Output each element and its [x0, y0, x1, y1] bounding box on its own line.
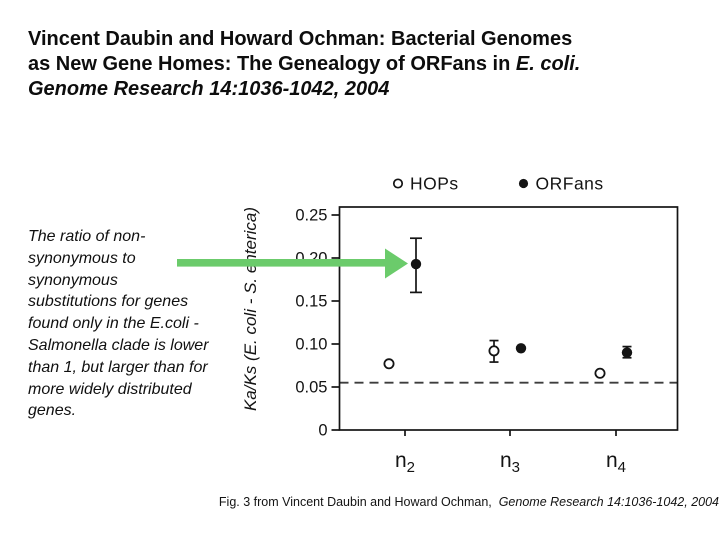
y-tick-label: 0.15 — [295, 293, 327, 311]
data-point-hops-n3 — [488, 345, 500, 357]
title-line1: Vincent Daubin and Howard Ochman: Bacter… — [28, 28, 573, 50]
data-point-hops-n4 — [594, 367, 606, 379]
x-tick-label-n2: n2 — [395, 449, 415, 476]
body-text: The ratio of non- synonymous to synonymo… — [28, 228, 209, 420]
green-arrow-head — [385, 248, 408, 279]
data-point-hops-n2 — [383, 358, 395, 370]
data-point-orfans-n2 — [410, 258, 422, 270]
legend-marker-orfans — [518, 178, 529, 189]
x-tick-label-n3: n3 — [500, 449, 520, 476]
plot-border — [338, 206, 679, 431]
caption-journal: Genome Research 14:1036-1042, 2004 — [498, 495, 719, 509]
figure-caption: Fig. 3 from Vincent Daubin and Howard Oc… — [205, 481, 719, 523]
y-tick-label: 0.10 — [295, 336, 327, 354]
x-tick-label-n4: n4 — [606, 449, 626, 476]
data-point-orfans-n3 — [515, 343, 527, 354]
slide-title: Vincent Daubin and Howard Ochman: Bacter… — [28, 27, 698, 102]
y-tick-label: 0.05 — [295, 379, 327, 397]
caption-regular: Fig. 3 from Vincent Daubin and Howard Oc… — [218, 495, 499, 509]
title-line2: as New Gene Homes: The Genealogy of ORFa… — [28, 53, 516, 75]
green-arrow — [177, 248, 408, 279]
data-point-orfans-n4 — [621, 347, 633, 358]
legend-marker-hops — [392, 178, 404, 189]
legend-label-hops: HOPs — [410, 174, 459, 194]
y-tick-label: 0.25 — [295, 207, 327, 225]
title-line2-species: E. coli. — [515, 53, 581, 75]
title-line3-journal: Genome Research 14:1036-1042, 2004 — [28, 78, 390, 100]
legend-label-orfans: ORFans — [536, 174, 604, 194]
y-tick-label: 0 — [318, 422, 327, 440]
green-arrow-shaft — [177, 259, 387, 267]
